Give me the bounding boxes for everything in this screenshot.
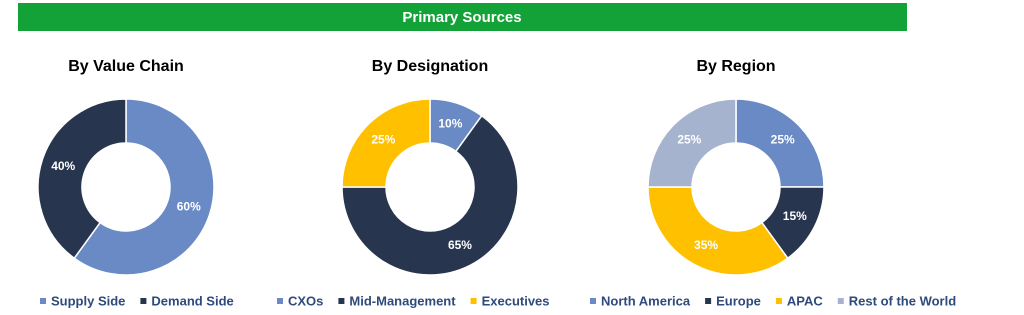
legend-swatch <box>705 298 712 304</box>
chart-title: By Value Chain <box>68 58 184 75</box>
legend-swatch <box>470 298 477 304</box>
data-label: 40% <box>51 159 75 173</box>
chart-title: By Designation <box>372 58 488 75</box>
legend-swatch <box>140 298 147 304</box>
data-label: 15% <box>783 209 807 223</box>
data-label: 65% <box>448 238 472 252</box>
legend-label: North America <box>601 293 691 308</box>
data-label: 35% <box>694 238 718 252</box>
legend-label: Supply Side <box>51 293 125 308</box>
legend-label: Rest of the World <box>849 293 956 308</box>
data-label: 25% <box>771 133 795 147</box>
legend-swatch <box>837 298 844 304</box>
legend-swatch <box>775 298 782 304</box>
legend-label: Demand Side <box>151 293 233 308</box>
donut-slice <box>341 114 519 276</box>
data-label: 10% <box>438 116 462 130</box>
data-label: 25% <box>677 133 701 147</box>
legend-swatch <box>277 298 283 304</box>
donut-slice <box>341 98 431 188</box>
donut-slice <box>647 98 737 188</box>
header-bar <box>18 3 907 31</box>
data-label: 60% <box>177 200 201 214</box>
legend-label: Europe <box>716 293 761 308</box>
chart-title: By Region <box>696 58 775 75</box>
donut-slice <box>37 98 127 260</box>
donut-slice <box>647 186 789 276</box>
legend-label: Executives <box>482 293 550 308</box>
donut-slice <box>735 98 825 188</box>
donut-slice <box>73 98 215 276</box>
legend-swatch <box>338 298 345 304</box>
legend-label: CXOs <box>288 293 323 308</box>
header-title: Primary Sources <box>402 9 521 26</box>
legend-label: Mid-Management <box>349 293 456 308</box>
legend-swatch <box>590 298 596 304</box>
data-label: 25% <box>371 133 395 147</box>
legend-swatch <box>40 298 46 304</box>
legend-label: APAC <box>787 293 823 308</box>
